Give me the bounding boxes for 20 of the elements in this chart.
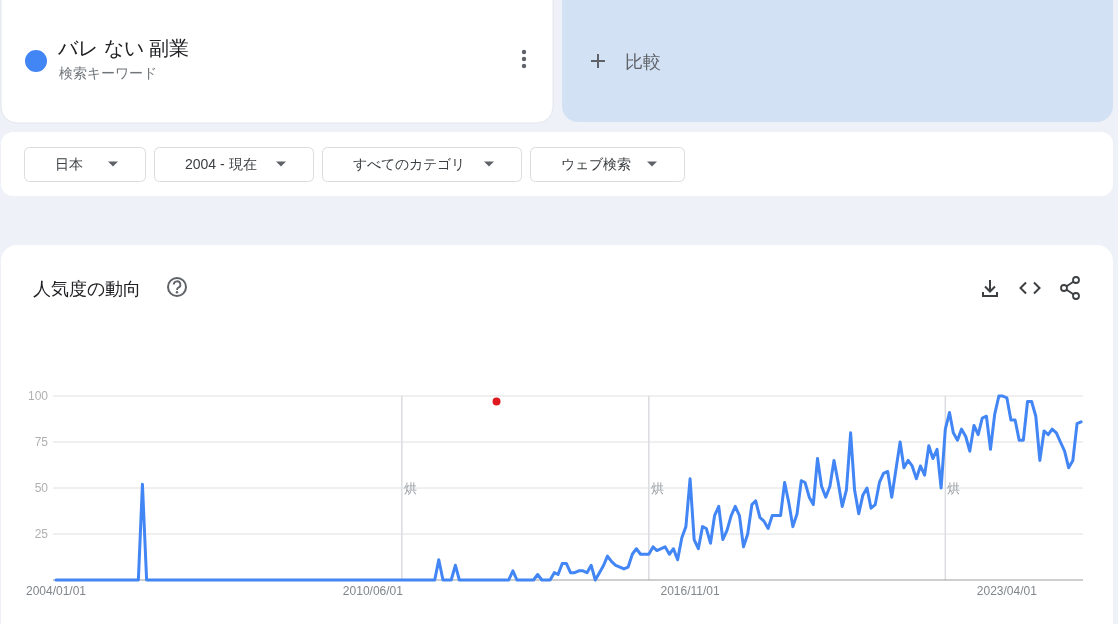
ref-line-label: 烘 bbox=[650, 480, 664, 496]
chart-title: 人気度の動向 bbox=[33, 279, 141, 299]
text: 2004 - 現在 bbox=[185, 156, 257, 172]
x-tick-label: 2023/04/01 bbox=[976, 584, 1038, 598]
y-tick-label: 100 bbox=[27, 389, 49, 404]
text: すべてのカテゴリ bbox=[353, 156, 465, 172]
text: 日本 bbox=[55, 156, 83, 172]
x-tick-label: 2016/11/01 bbox=[660, 584, 720, 598]
text: 比較 bbox=[625, 52, 661, 72]
x-tick-label: 2010/06/01 bbox=[342, 584, 404, 598]
x-tick-label: 2004/01/01 bbox=[25, 584, 87, 598]
y-tick-label: 50 bbox=[34, 481, 49, 496]
y-tick-label: 25 bbox=[34, 527, 49, 542]
line-series bbox=[54, 394, 1083, 582]
text: 検索キーワード bbox=[59, 65, 157, 81]
y-tick-label: 75 bbox=[34, 435, 49, 450]
ref-line-label: 烘 bbox=[947, 480, 961, 496]
legend-label: バレ ない 副業 bbox=[57, 37, 190, 59]
text: ウェブ検索 bbox=[561, 156, 631, 172]
ref-line-label: 烘 bbox=[403, 480, 417, 496]
